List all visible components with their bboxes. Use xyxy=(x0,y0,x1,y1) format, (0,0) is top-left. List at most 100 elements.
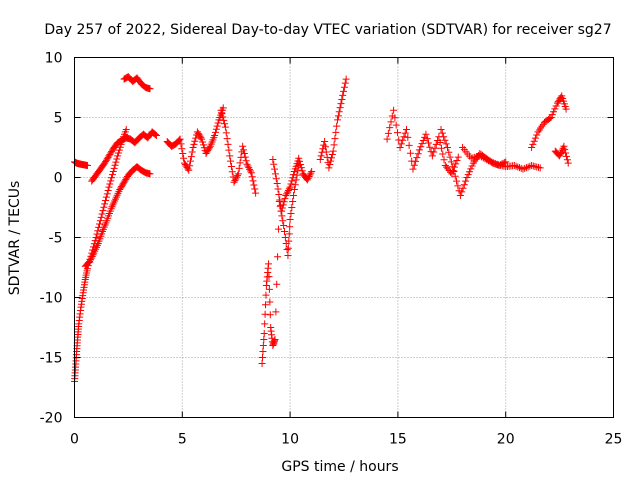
data-point xyxy=(546,114,554,122)
data-point xyxy=(460,181,468,189)
x-tick-label: 20 xyxy=(497,432,515,448)
data-point xyxy=(390,106,398,114)
data-point xyxy=(187,153,195,161)
data-point xyxy=(250,181,258,189)
data-point xyxy=(236,159,244,167)
data-point xyxy=(547,114,555,121)
data-point xyxy=(107,177,115,185)
data-point xyxy=(214,119,222,127)
data-point xyxy=(327,157,335,165)
data-point xyxy=(88,252,96,260)
data-point xyxy=(247,169,255,177)
data-point xyxy=(122,126,130,133)
data-point xyxy=(203,148,211,156)
data-point xyxy=(114,149,122,157)
data-point xyxy=(89,251,97,259)
data-point xyxy=(121,177,129,185)
data-point xyxy=(105,152,113,160)
plot-frame xyxy=(74,57,614,418)
data-point xyxy=(331,135,339,143)
data-point xyxy=(392,121,400,129)
data-point xyxy=(340,83,348,91)
data-point xyxy=(514,163,522,171)
data-point xyxy=(438,129,446,137)
data-point xyxy=(284,244,292,252)
data-point xyxy=(92,234,100,241)
data-point xyxy=(334,112,342,120)
data-point xyxy=(189,144,197,151)
data-point xyxy=(266,311,274,319)
data-point xyxy=(106,180,114,188)
data-point xyxy=(445,148,453,156)
data-point xyxy=(332,128,340,136)
data-point xyxy=(283,246,291,253)
data-point xyxy=(272,175,280,183)
data-point xyxy=(399,136,407,144)
data-point xyxy=(175,136,183,144)
data-point xyxy=(515,164,523,172)
data-point xyxy=(246,167,254,175)
data-point xyxy=(120,178,128,186)
data-point xyxy=(286,216,294,223)
data-points-layer xyxy=(71,73,572,385)
data-point xyxy=(290,171,298,179)
y-tick-label: 10 xyxy=(45,51,63,67)
data-point xyxy=(220,116,228,124)
data-point xyxy=(321,138,329,145)
data-point xyxy=(102,156,110,164)
data-point xyxy=(272,308,280,316)
data-point xyxy=(193,128,201,136)
data-point xyxy=(288,177,296,185)
data-point xyxy=(261,320,269,328)
data-point xyxy=(528,144,536,151)
data-point xyxy=(265,285,273,293)
data-point xyxy=(188,148,196,156)
data-point xyxy=(287,210,295,217)
data-point xyxy=(463,174,471,181)
data-point xyxy=(563,156,571,164)
data-point xyxy=(306,171,314,179)
data-point xyxy=(246,165,254,173)
data-point xyxy=(393,129,401,137)
data-point xyxy=(184,165,192,173)
data-point xyxy=(450,168,458,175)
data-point xyxy=(231,177,239,185)
data-point xyxy=(454,153,462,161)
data-point xyxy=(86,258,94,265)
data-point xyxy=(452,160,460,168)
data-point xyxy=(245,164,253,172)
data-point xyxy=(328,150,336,158)
data-point xyxy=(449,163,457,171)
data-point xyxy=(291,181,299,189)
data-point xyxy=(288,204,296,211)
data-point xyxy=(179,150,187,157)
data-point xyxy=(186,157,194,165)
data-point xyxy=(524,163,532,171)
data-point xyxy=(96,217,104,225)
data-point xyxy=(298,167,306,175)
data-point xyxy=(409,165,417,173)
data-point xyxy=(102,193,110,201)
data-point xyxy=(239,142,247,150)
data-point xyxy=(519,165,527,173)
data-point xyxy=(483,156,491,164)
data-point xyxy=(280,222,288,229)
data-point xyxy=(181,161,189,169)
data-point xyxy=(221,120,229,128)
data-point xyxy=(277,207,285,215)
data-point xyxy=(333,122,341,130)
y-tick-label: -5 xyxy=(49,231,63,247)
data-point xyxy=(436,138,444,146)
x-tick-label: 25 xyxy=(605,432,623,448)
data-point xyxy=(274,185,282,193)
data-point xyxy=(152,131,160,139)
data-point xyxy=(180,159,188,167)
data-point xyxy=(561,146,569,154)
data-point xyxy=(484,157,492,165)
data-point xyxy=(248,173,256,181)
data-point xyxy=(102,158,110,166)
data-point xyxy=(418,140,426,148)
data-point xyxy=(564,159,572,167)
